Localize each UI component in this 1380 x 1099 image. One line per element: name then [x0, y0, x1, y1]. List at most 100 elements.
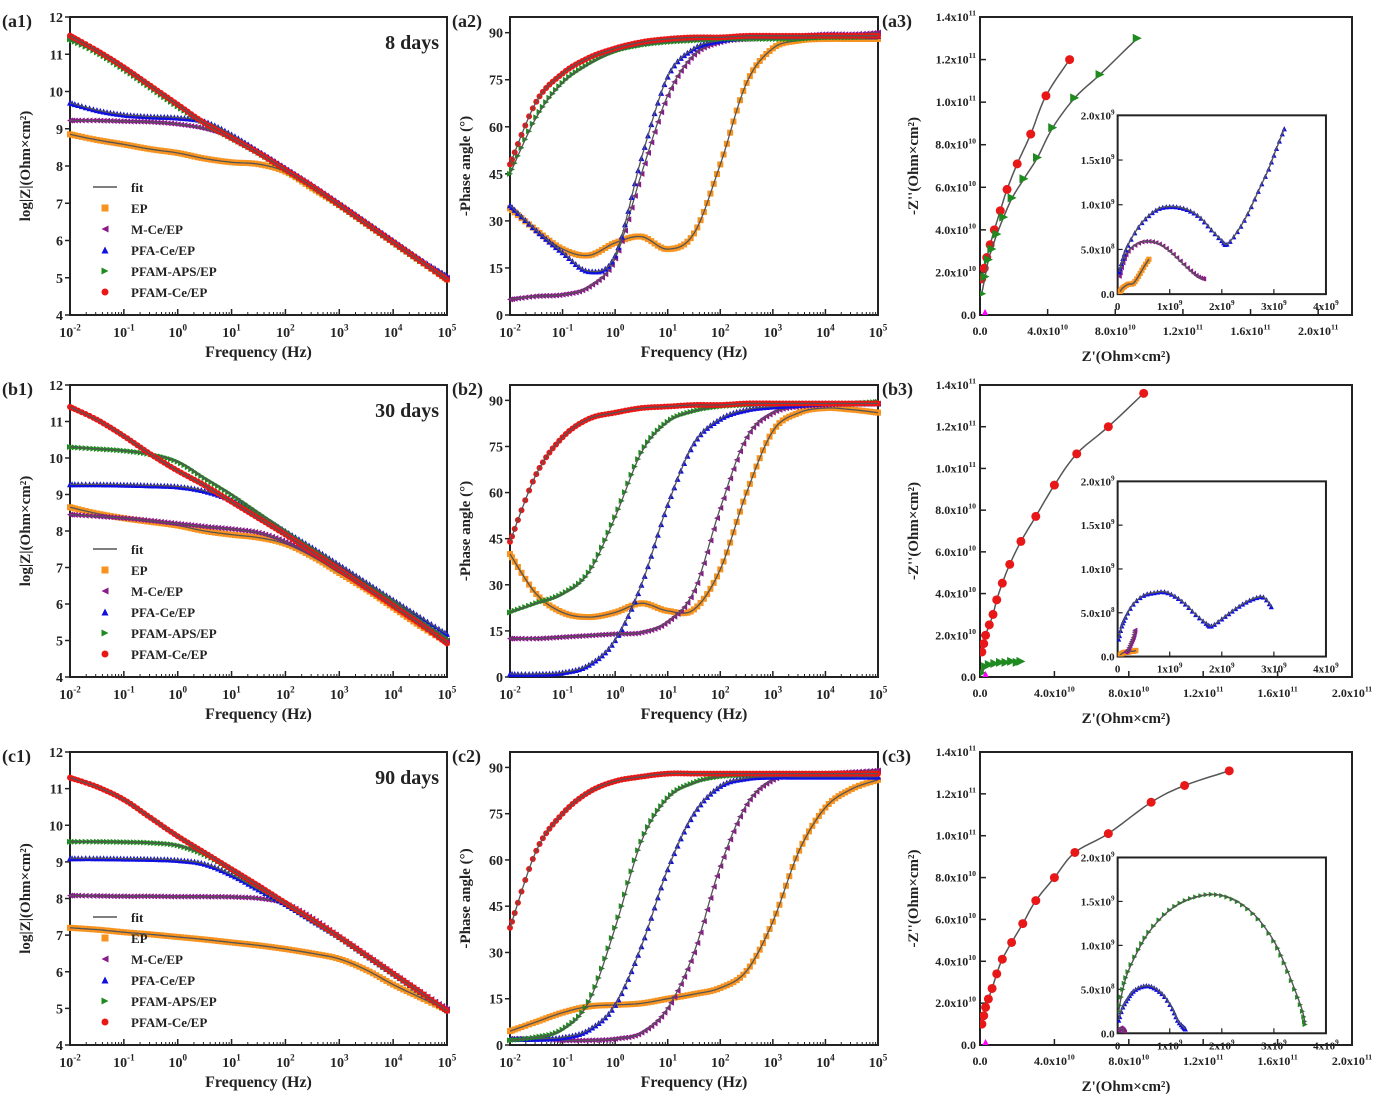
- data-point: [984, 659, 994, 669]
- chart-panel-c2: (c2) 10-2 10-1 100 101 102 103 104 105 0 15 30 45 60 7…: [452, 746, 888, 1091]
- inset-x-tick-label: 4x109: [1313, 1038, 1339, 1052]
- y-tick-label: 1.4x1011: [936, 377, 976, 392]
- y-axis-label: log|Z|(Ohm×cm²): [18, 843, 34, 953]
- data-point: [1031, 896, 1041, 906]
- y-tick-label: 45: [489, 900, 503, 915]
- data-point: [992, 595, 1002, 605]
- legend: fit EP M-Ce/EP PFA-Ce/EP PFAM-APS/EP PFAM-Ce/…: [93, 910, 217, 1030]
- x-tick-label: 1.2x1011: [1183, 685, 1223, 700]
- y-tick-label: 4.0x1010: [935, 221, 976, 236]
- y-tick-label: 8.0x1010: [935, 136, 976, 151]
- data-point: [980, 1011, 989, 1021]
- y-tick-label: 5: [56, 272, 63, 287]
- x-tick-label: 1.6x1011: [1257, 1053, 1297, 1068]
- y-tick-label: 30: [489, 946, 503, 961]
- y-tick-label: 15: [489, 993, 503, 1008]
- x-tick-label: 10-1: [113, 685, 135, 703]
- data-point: [995, 206, 1005, 216]
- x-tick-label: 104: [816, 685, 835, 703]
- y-axis-label: -Phase angle (°): [458, 116, 474, 216]
- x-tick-label: 10-2: [59, 1053, 81, 1071]
- series-pfam-ce-ep: [507, 32, 881, 168]
- x-tick-label: 10-1: [113, 323, 135, 341]
- legend-marker: [101, 225, 109, 233]
- x-tick-label: 104: [384, 323, 403, 341]
- fit-line: [69, 506, 448, 643]
- data-point: [1072, 449, 1082, 459]
- x-tick-label: 105: [869, 685, 888, 703]
- legend-label: PFA-Ce/EP: [131, 605, 195, 620]
- legend-marker: [101, 608, 109, 616]
- series-pfam-ce-ep: [980, 388, 1149, 657]
- x-tick-label: 1.6x1011: [1230, 323, 1270, 338]
- y-tick-label: 6.0x1010: [935, 179, 976, 194]
- y-tick-label: 0: [496, 671, 503, 686]
- legend-marker: [101, 997, 109, 1005]
- inset-x-tick-label: 1x109: [1157, 662, 1183, 676]
- y-tick-label: 75: [489, 440, 503, 455]
- x-tick-label: 101: [222, 323, 241, 341]
- inset-series-ep: [1117, 256, 1152, 295]
- panel-label: (c3): [882, 746, 911, 767]
- legend-marker: [101, 934, 109, 942]
- chart-panel-a3: (a3) 0.0 4.0x1010 8.0x1010 1.2x1011 1.6x1011 2…: [882, 9, 1353, 365]
- series-pfa-ce-ep: [507, 32, 881, 275]
- chart-panel-c1: (c1) 10-2 10-1 100 101 102 103 104 105 4 5 6 7 8 9 10 11…: [2, 746, 457, 1091]
- data-point: [1018, 919, 1028, 929]
- x-tick-label: 102: [276, 685, 295, 703]
- y-tick-label: 6.0x1010: [935, 543, 976, 558]
- data-point: [992, 969, 1002, 979]
- data-point: [980, 639, 989, 649]
- fit-line: [980, 37, 1138, 294]
- legend-marker: [101, 288, 109, 296]
- y-tick-label: 0: [496, 1039, 503, 1054]
- y-tick-label: 45: [489, 168, 503, 183]
- x-tick-label: 103: [330, 685, 349, 703]
- data-point: [1048, 123, 1058, 133]
- data-point: [1180, 780, 1190, 790]
- data-point: [875, 776, 881, 783]
- fit-line: [69, 927, 448, 1011]
- legend-marker: [101, 976, 109, 984]
- inset-y-tick-label: 2.0x109: [1081, 108, 1115, 122]
- x-tick-label: 10-2: [59, 323, 81, 341]
- inset-frame: [1116, 114, 1327, 296]
- data-point: [984, 620, 994, 630]
- x-axis-label: Frequency (Hz): [641, 706, 748, 723]
- y-tick-label: 10: [49, 819, 63, 834]
- data-point: [507, 551, 513, 558]
- series-pfam-ce-ep: [67, 32, 450, 283]
- data-point: [1139, 388, 1149, 398]
- y-tick-label: 12: [49, 746, 63, 761]
- data-point: [1070, 93, 1080, 103]
- y-tick-label: 6.0x1010: [935, 911, 976, 926]
- inset-x-tick-label: 1x109: [1157, 1038, 1183, 1052]
- data-point: [444, 630, 450, 637]
- legend-marker: [101, 204, 109, 212]
- legend-marker: [101, 1018, 109, 1026]
- y-tick-label: 6: [56, 966, 63, 981]
- fit-line: [69, 35, 448, 281]
- plot-frame: [509, 384, 879, 678]
- days-annotation: 8 days: [385, 32, 439, 54]
- main-plot-area: [980, 388, 1149, 677]
- x-tick-label: 100: [168, 685, 187, 703]
- series-pfam-aps-ep: [507, 398, 881, 616]
- y-tick-label: 12: [49, 11, 63, 26]
- x-tick-label: 8.0x1010: [1108, 685, 1149, 700]
- data-point: [980, 1019, 987, 1029]
- x-axis-label: Frequency (Hz): [205, 1074, 312, 1091]
- data-point: [1007, 656, 1017, 666]
- chart-panel-c3: (c3) 0.0 4.0x1010 8.0x1010 1.2x1011 1.6x1011 2…: [882, 744, 1372, 1095]
- x-tick-label: 100: [606, 1053, 625, 1071]
- panel-label: (b3): [882, 379, 913, 400]
- series-pfa-ce-ep: [67, 99, 450, 279]
- x-tick-label: 100: [606, 685, 625, 703]
- y-axis-label: -Z''(Ohm×cm²): [906, 849, 922, 947]
- x-tick-label: 105: [438, 323, 457, 341]
- series-pfa-ce-ep: [67, 481, 450, 637]
- x-axis-label: Z'(Ohm×cm²): [1082, 1079, 1171, 1095]
- inset-plot: 0 1x109 2x109 3x109 4x109 0.0 5.0x108 1.0x109 1.…: [1081, 108, 1339, 313]
- y-tick-label: 2.0x1010: [935, 627, 976, 642]
- legend-label: PFA-Ce/EP: [131, 243, 195, 258]
